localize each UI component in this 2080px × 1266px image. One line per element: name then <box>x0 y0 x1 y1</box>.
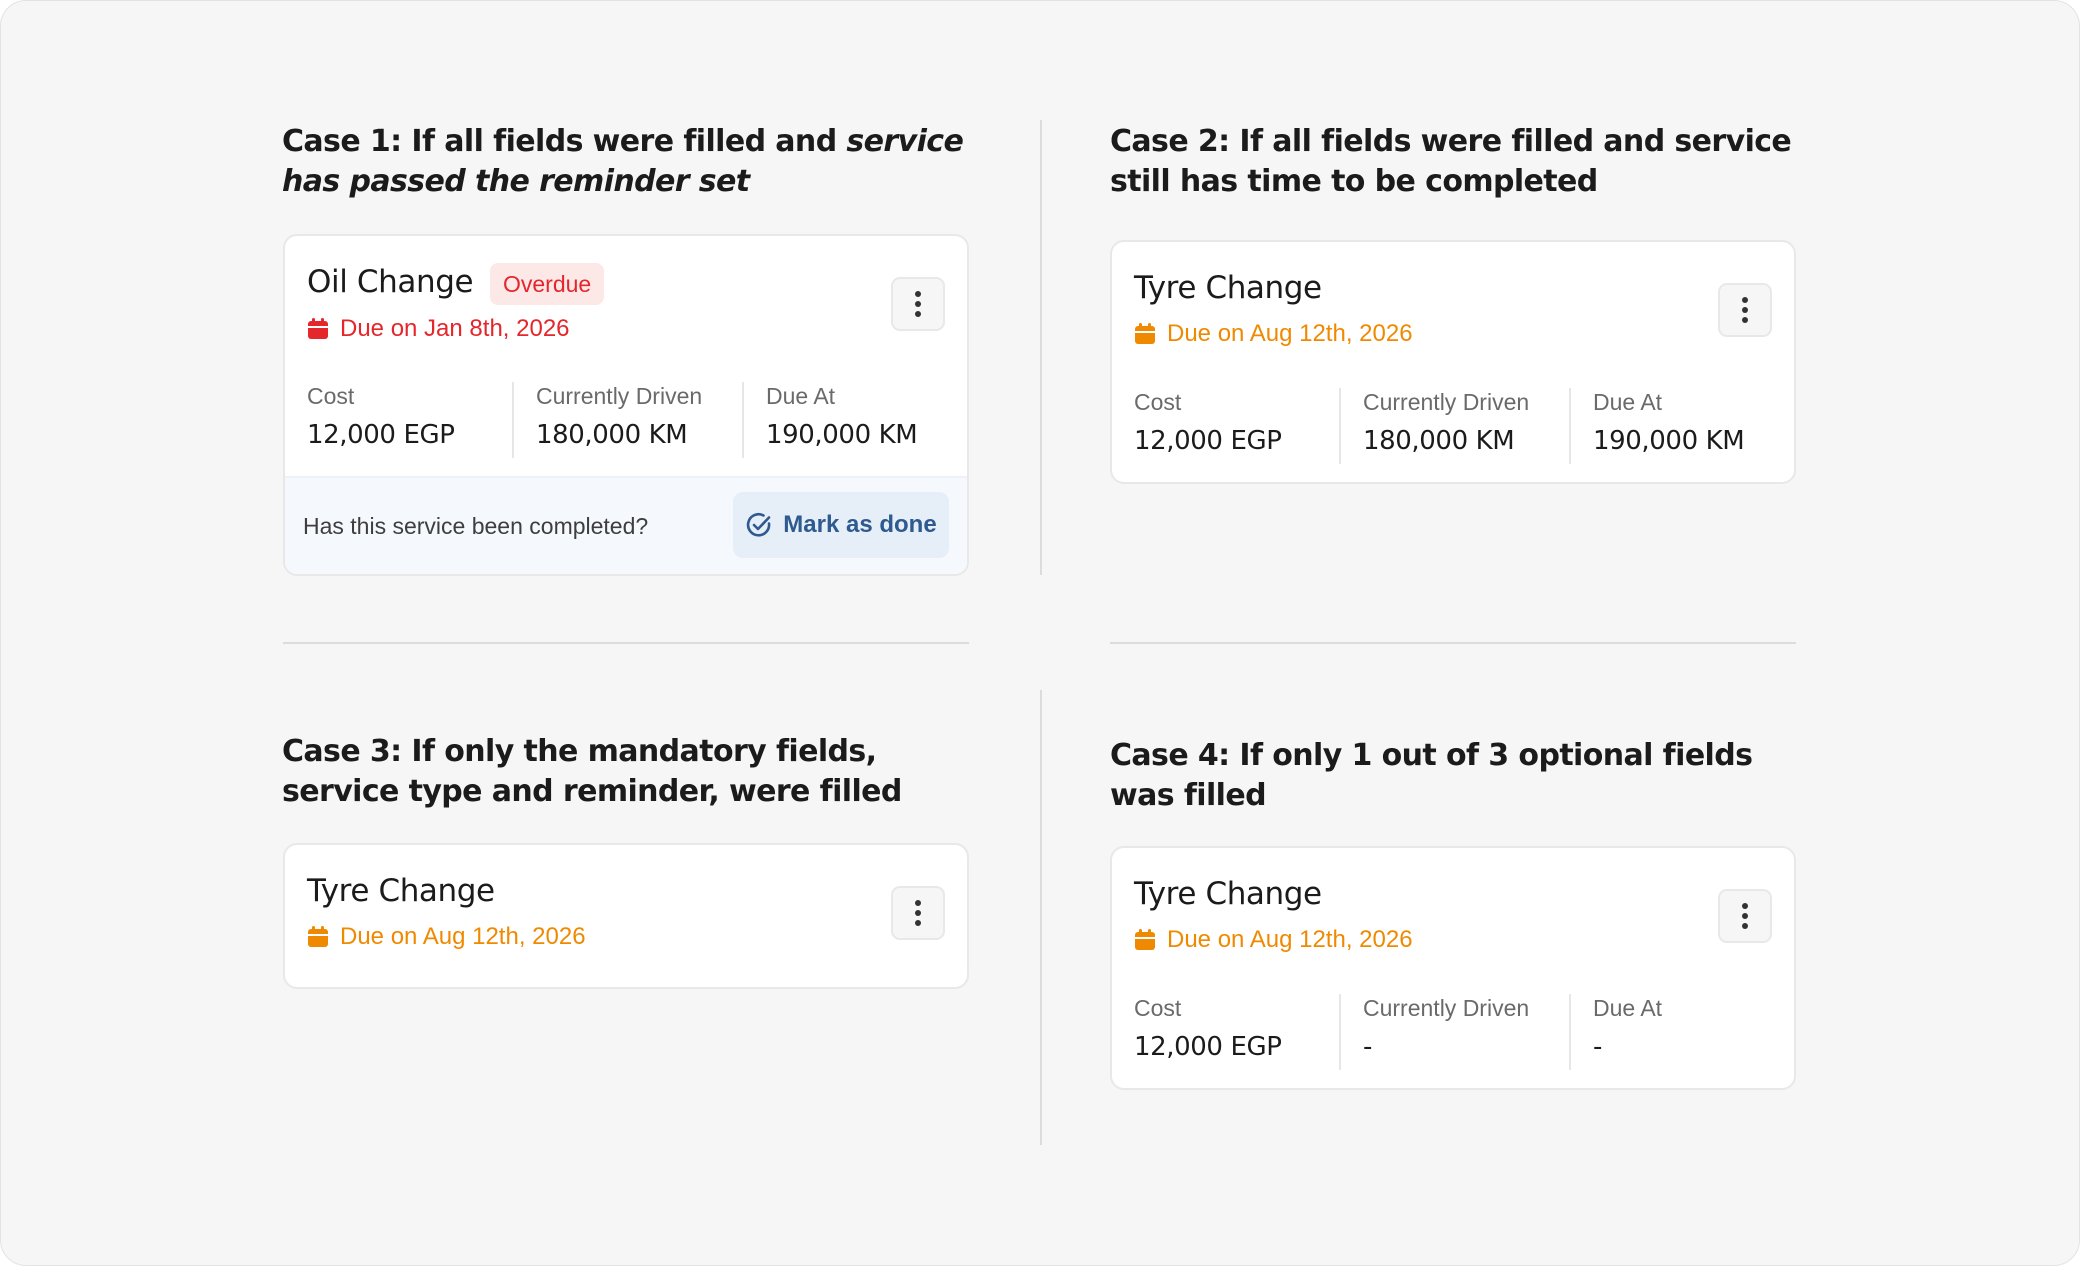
stat-label: Cost <box>1134 995 1182 1021</box>
service-card-tyre-change-minimal[interactable]: Tyre Change Due on Aug 12th, 2026 <box>283 843 969 989</box>
stat-divider <box>1339 994 1341 1070</box>
stat-divider <box>1569 994 1571 1070</box>
stat-due-at: Due At 190,000 KM <box>766 382 918 458</box>
case-3-title: Case 3: If only the mandatory fields, se… <box>282 734 902 809</box>
service-card-tyre-change[interactable]: Tyre Change Due on Aug 12th, 2026 Cost 1… <box>1110 240 1796 484</box>
case-4-title: Case 4: If only 1 out of 3 optional fiel… <box>1110 738 1753 813</box>
stat-value: 190,000 KM <box>1593 426 1745 456</box>
stat-divider <box>512 382 514 458</box>
stat-value: 12,000 EGP <box>1134 1032 1282 1062</box>
more-vertical-icon <box>1742 297 1748 303</box>
service-card-oil-change[interactable]: Oil Change Overdue Due on Jan 8th, 2026 … <box>283 234 969 576</box>
stat-currently-driven: Currently Driven 180,000 KM <box>536 382 702 458</box>
case-2-title: Case 2: If all fields were filled and se… <box>1110 124 1792 199</box>
calendar-icon <box>1135 323 1155 344</box>
more-options-button[interactable] <box>891 886 945 940</box>
stat-divider <box>1569 388 1571 464</box>
stats-row: Cost 12,000 EGP Currently Driven 180,000… <box>1134 388 1772 464</box>
stat-value: 12,000 EGP <box>1134 426 1282 456</box>
stat-label: Cost <box>1134 389 1182 415</box>
stat-label: Due At <box>1593 389 1663 415</box>
stat-label: Currently Driven <box>1363 995 1530 1021</box>
service-name: Tyre Change <box>1134 876 1322 912</box>
more-vertical-icon <box>915 900 921 906</box>
mark-as-done-label: Mark as done <box>783 511 937 538</box>
service-name: Oil Change <box>307 264 474 300</box>
case-1-title-italic: service has passed the reminder set <box>282 124 964 199</box>
case-1-title-plain: Case 1: If all fields were filled and <box>282 124 847 159</box>
due-date: Due on Aug 12th, 2026 <box>1134 319 1413 349</box>
due-date: Due on Aug 12th, 2026 <box>307 922 586 952</box>
mark-as-done-button[interactable]: Mark as done <box>733 492 949 558</box>
stats-row: Cost 12,000 EGP Currently Driven - Due A… <box>1134 994 1772 1070</box>
completion-footer: Has this service been completed? Mark as… <box>285 476 967 574</box>
stat-value: 12,000 EGP <box>307 420 455 450</box>
case-1-title: Case 1: If all fields were filled and se… <box>282 122 982 202</box>
due-date: Due on Aug 12th, 2026 <box>1134 925 1413 955</box>
completion-question: Has this service been completed? <box>303 513 649 539</box>
more-vertical-icon <box>1742 903 1748 909</box>
stat-value: 190,000 KM <box>766 420 918 450</box>
horizontal-divider-right <box>1110 642 1796 644</box>
horizontal-divider-left <box>283 642 969 644</box>
service-name: Tyre Change <box>1134 270 1322 306</box>
vertical-divider-top <box>1040 120 1042 575</box>
stat-divider <box>1339 388 1341 464</box>
stat-cost: Cost 12,000 EGP <box>307 382 455 458</box>
more-options-button[interactable] <box>891 277 945 331</box>
due-date: Due on Jan 8th, 2026 <box>307 314 570 344</box>
stat-value: 180,000 KM <box>1363 426 1515 456</box>
stat-label: Currently Driven <box>1363 389 1530 415</box>
due-date-text: Due on Aug 12th, 2026 <box>340 923 586 950</box>
calendar-icon <box>308 318 328 339</box>
calendar-icon <box>308 926 328 947</box>
stat-value: - <box>1593 1032 1602 1062</box>
stats-row: Cost 12,000 EGP Currently Driven 180,000… <box>307 382 945 458</box>
stat-label: Due At <box>766 383 836 409</box>
vertical-divider-bottom <box>1040 690 1042 1145</box>
stat-label: Currently Driven <box>536 383 703 409</box>
more-options-button[interactable] <box>1718 889 1772 943</box>
due-date-text: Due on Aug 12th, 2026 <box>1167 320 1413 347</box>
more-options-button[interactable] <box>1718 283 1772 337</box>
stat-currently-driven: Currently Driven - <box>1363 994 1529 1070</box>
service-card-tyre-change-partial[interactable]: Tyre Change Due on Aug 12th, 2026 Cost 1… <box>1110 846 1796 1090</box>
stat-label: Due At <box>1593 995 1663 1021</box>
more-vertical-icon <box>915 291 921 297</box>
stat-value: - <box>1363 1032 1372 1062</box>
stat-cost: Cost 12,000 EGP <box>1134 388 1282 464</box>
stat-label: Cost <box>307 383 355 409</box>
stat-divider <box>742 382 744 458</box>
due-date-text: Due on Aug 12th, 2026 <box>1167 926 1413 953</box>
stat-due-at: Due At 190,000 KM <box>1593 388 1745 464</box>
overdue-badge: Overdue <box>490 263 605 305</box>
stat-cost: Cost 12,000 EGP <box>1134 994 1282 1070</box>
calendar-icon <box>1135 929 1155 950</box>
stat-value: 180,000 KM <box>536 420 688 450</box>
due-date-text: Due on Jan 8th, 2026 <box>340 315 570 342</box>
stat-currently-driven: Currently Driven 180,000 KM <box>1363 388 1529 464</box>
stat-due-at: Due At - <box>1593 994 1662 1070</box>
service-name: Tyre Change <box>307 873 495 909</box>
check-circle-icon <box>747 512 771 537</box>
